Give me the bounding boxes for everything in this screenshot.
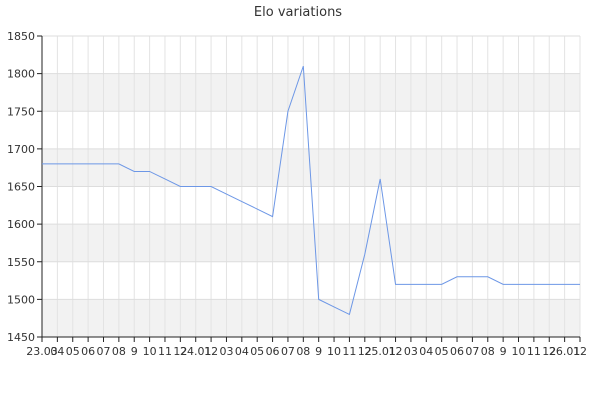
x-tick-label: 04 [235, 345, 249, 358]
x-tick-label: 04 [50, 345, 64, 358]
chart-title: Elo variations [254, 5, 342, 20]
y-tick-label: 1500 [7, 293, 35, 306]
background-bands [42, 73, 580, 337]
x-tick-label: 12 [358, 345, 372, 358]
y-tick-label: 1750 [7, 105, 35, 118]
x-tick-label: 10 [143, 345, 157, 358]
x-tick-label: 07 [281, 345, 295, 358]
y-tick-label: 1550 [7, 256, 35, 269]
background-band [42, 224, 580, 262]
x-tick-label: 9 [315, 345, 322, 358]
x-tick-label: 05 [435, 345, 449, 358]
x-tick-label: 12 [173, 345, 187, 358]
x-tick-label: 08 [112, 345, 126, 358]
x-tick-label: 05 [250, 345, 264, 358]
x-tick-label: 25.01 [364, 345, 396, 358]
y-tick-label: 1650 [7, 181, 35, 194]
x-tick-label: 08 [296, 345, 310, 358]
series-line [42, 65, 580, 316]
background-band [42, 299, 580, 337]
x-tick-label: 10 [512, 345, 526, 358]
x-tick-label: 03 [219, 345, 233, 358]
x-tick-label: 06 [81, 345, 95, 358]
x-tick-label: 9 [500, 345, 507, 358]
x-tick-label: 12 [542, 345, 556, 358]
x-tick-label: 12 [389, 345, 403, 358]
x-tick-label: 06 [450, 345, 464, 358]
y-tick-label: 1450 [7, 331, 35, 344]
x-tick-label: 10 [327, 345, 341, 358]
x-tick-label: 05 [66, 345, 80, 358]
x-tick-label: 24.01 [180, 345, 212, 358]
x-tick-label: 26.01 [549, 345, 581, 358]
y-tick-label: 1850 [7, 30, 35, 43]
series-group [42, 65, 580, 316]
x-tick-label: 06 [266, 345, 280, 358]
y-tick-label: 1800 [7, 68, 35, 81]
x-tick-label: 11 [527, 345, 541, 358]
x-tick-label: 07 [465, 345, 479, 358]
x-tick-label: 9 [131, 345, 138, 358]
x-tick-label: 11 [342, 345, 356, 358]
x-tick-label: 08 [481, 345, 495, 358]
y-tick-label: 1600 [7, 218, 35, 231]
x-tick-label: 11 [158, 345, 172, 358]
x-tick-label: 04 [419, 345, 433, 358]
background-band [42, 73, 580, 112]
x-tick-label: 12 [204, 345, 218, 358]
x-tick-label: 07 [96, 345, 110, 358]
y-tick-label: 1700 [7, 143, 35, 156]
x-tick-label: 03 [404, 345, 418, 358]
x-tick-label: 12 [573, 345, 587, 358]
y-axis-ticks: 1450 1500 1550 1600 1650 1700 1750 1800 1850 [7, 30, 42, 344]
x-tick-label: 23.03 [26, 345, 58, 358]
